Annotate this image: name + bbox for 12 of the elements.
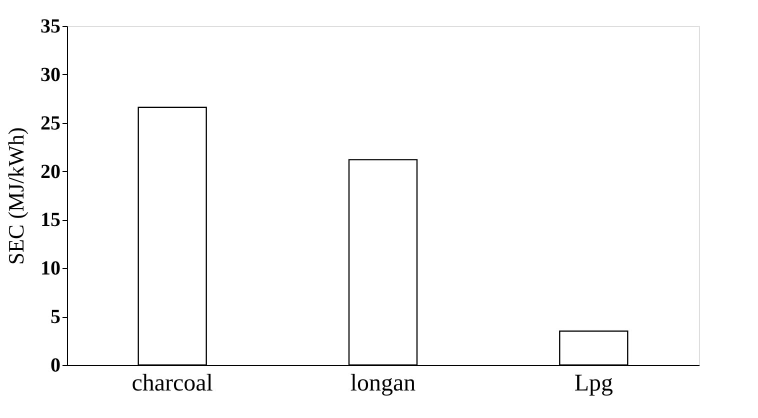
y-tick-label: 10 bbox=[40, 258, 60, 280]
y-tick-label: 20 bbox=[40, 160, 60, 183]
y-tick-label: 0 bbox=[50, 354, 60, 376]
y-axis-title: SEC (MJ/kWh) bbox=[4, 127, 28, 265]
y-tick-label: 30 bbox=[40, 64, 60, 86]
y-tick-label: 35 bbox=[40, 16, 60, 38]
y-tick-label: 15 bbox=[40, 209, 60, 232]
x-tick-label: longan bbox=[350, 370, 416, 396]
y-tick-label: 25 bbox=[40, 112, 60, 134]
x-tick-label: charcoal bbox=[132, 370, 214, 396]
x-tick-label: Lpg bbox=[574, 370, 614, 396]
y-tick-label: 5 bbox=[50, 306, 60, 328]
